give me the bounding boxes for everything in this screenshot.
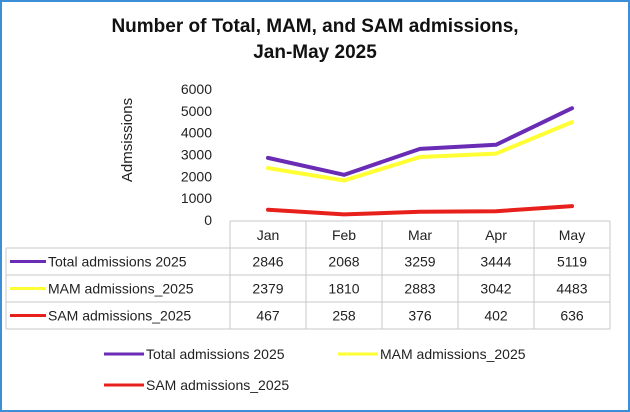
x-category-label: Mar	[408, 227, 432, 243]
chart-title-line-1: Number of Total, MAM, and SAM admissions…	[111, 16, 519, 37]
y-tick-label: 6000	[181, 81, 212, 97]
table-series-name: SAM admissions_2025	[48, 308, 191, 324]
series-line-2	[266, 120, 574, 183]
table-value-cell: 2379	[252, 281, 283, 297]
x-category-label: Feb	[332, 227, 356, 243]
x-category-label: Apr	[485, 227, 507, 243]
legend-label: SAM admissions_2025	[146, 377, 289, 393]
table-value-cell: 258	[332, 308, 356, 324]
table-value-cell: 1810	[328, 281, 359, 297]
table-value-cell: 3259	[404, 254, 435, 270]
y-tick-label: 4000	[181, 125, 212, 141]
y-tick-label: 0	[204, 212, 212, 228]
series-line-3	[266, 204, 574, 217]
table-series-name: Total admissions 2025	[48, 254, 187, 270]
legend-label: MAM admissions_2025	[380, 346, 526, 362]
y-axis-label: Admsissions	[119, 98, 136, 182]
chart-title-line-2: Jan-May 2025	[253, 42, 377, 63]
table-value-cell: 3444	[480, 254, 511, 270]
table-value-cell: 402	[484, 308, 508, 324]
table-value-cell: 4483	[556, 281, 587, 297]
y-tick-label: 1000	[181, 190, 212, 206]
table-value-cell: 3042	[480, 281, 511, 297]
table-value-cell: 2883	[404, 281, 435, 297]
table-value-cell: 2068	[328, 254, 359, 270]
series-line-1	[266, 106, 574, 177]
legend-label: Total admissions 2025	[146, 346, 285, 362]
y-tick-label: 5000	[181, 103, 212, 119]
table-value-cell: 5119	[557, 254, 587, 270]
y-tick-label: 3000	[181, 147, 212, 163]
y-tick-label: 2000	[181, 168, 212, 184]
table-value-cell: 2846	[252, 254, 283, 270]
x-category-label: Jan	[257, 227, 280, 243]
x-category-label: May	[559, 227, 585, 243]
table-series-name: MAM admissions_2025	[48, 281, 194, 297]
table-value-cell: 636	[560, 308, 584, 324]
table-value-cell: 376	[408, 308, 432, 324]
table-value-cell: 467	[256, 308, 280, 324]
